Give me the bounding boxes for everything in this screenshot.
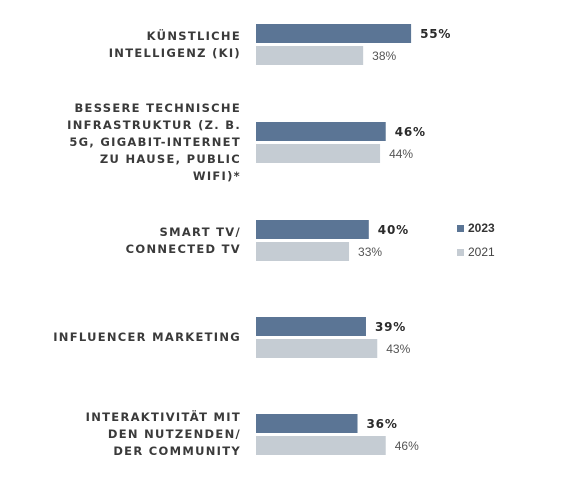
- category-label-line: 5G, GIGABIT-INTERNET: [69, 135, 241, 149]
- bar-2021-0: [256, 46, 364, 65]
- category-label-line: CONNECTED TV: [125, 242, 241, 256]
- category-label-line: SMART TV/: [159, 225, 241, 239]
- value-label-2023-4: 36%: [367, 417, 398, 431]
- bar-2023-4: [256, 414, 358, 433]
- value-label-2021-0: 38%: [372, 49, 396, 63]
- category-label-1: BESSERE TECHNISCHE INFRASTRUKTUR (Z. B. 5G…: [67, 100, 241, 185]
- bar-2023-3: [256, 317, 366, 336]
- bar-2021-3: [256, 339, 378, 358]
- legend-swatch-2021: [457, 248, 464, 256]
- bar-2021-2: [256, 242, 350, 261]
- category-label-4: INTERAKTIVITÄT MIT DEN NUTZENDEN/DER COMM…: [86, 409, 241, 460]
- bar-2023-1: [256, 122, 386, 141]
- value-label-2021-3: 43%: [386, 342, 410, 356]
- value-label-2021-1: 44%: [389, 147, 413, 161]
- value-label-2023-1: 46%: [395, 125, 426, 139]
- category-label-line: DER COMMUNITY: [113, 444, 241, 458]
- bar-2021-1: [256, 144, 381, 163]
- category-label-line: BESSERE TECHNISCHE: [74, 101, 241, 115]
- legend-item-2021: 2021: [457, 245, 495, 259]
- legend-label-2023: 2023: [468, 221, 495, 235]
- category-label-3: INFLUENCER MARKETING: [53, 329, 241, 346]
- value-label-2023-3: 39%: [375, 320, 406, 334]
- category-label-2: SMART TV/CONNECTED TV: [126, 224, 241, 258]
- category-label-line: INFRASTRUKTUR (Z. B.: [67, 118, 241, 132]
- bar-2021-4: [256, 436, 386, 455]
- category-label-0: KÜNSTLICHE INTELLIGENZ (KI): [109, 28, 241, 62]
- category-label-line: WIFI)*: [192, 169, 241, 183]
- bar-2023-2: [256, 220, 369, 239]
- value-label-2021-2: 33%: [358, 245, 382, 259]
- value-label-2023-2: 40%: [378, 223, 409, 237]
- legend-item-2023: 2023: [457, 221, 495, 235]
- category-label-line: ZU HAUSE, PUBLIC: [99, 152, 241, 166]
- value-label-2023-0: 55%: [420, 27, 451, 41]
- value-label-2021-4: 46%: [395, 439, 419, 453]
- category-label-line: DEN NUTZENDEN/: [107, 427, 241, 441]
- category-label-line: INTELLIGENZ (KI): [108, 46, 241, 60]
- category-label-line: INTERAKTIVITÄT MIT: [85, 410, 241, 424]
- category-label-line: KÜNSTLICHE: [146, 29, 241, 43]
- legend-swatch-2023: [457, 224, 464, 232]
- legend-label-2021: 2021: [468, 245, 495, 259]
- category-label-line: INFLUENCER MARKETING: [53, 330, 241, 344]
- bar-2023-0: [256, 24, 412, 43]
